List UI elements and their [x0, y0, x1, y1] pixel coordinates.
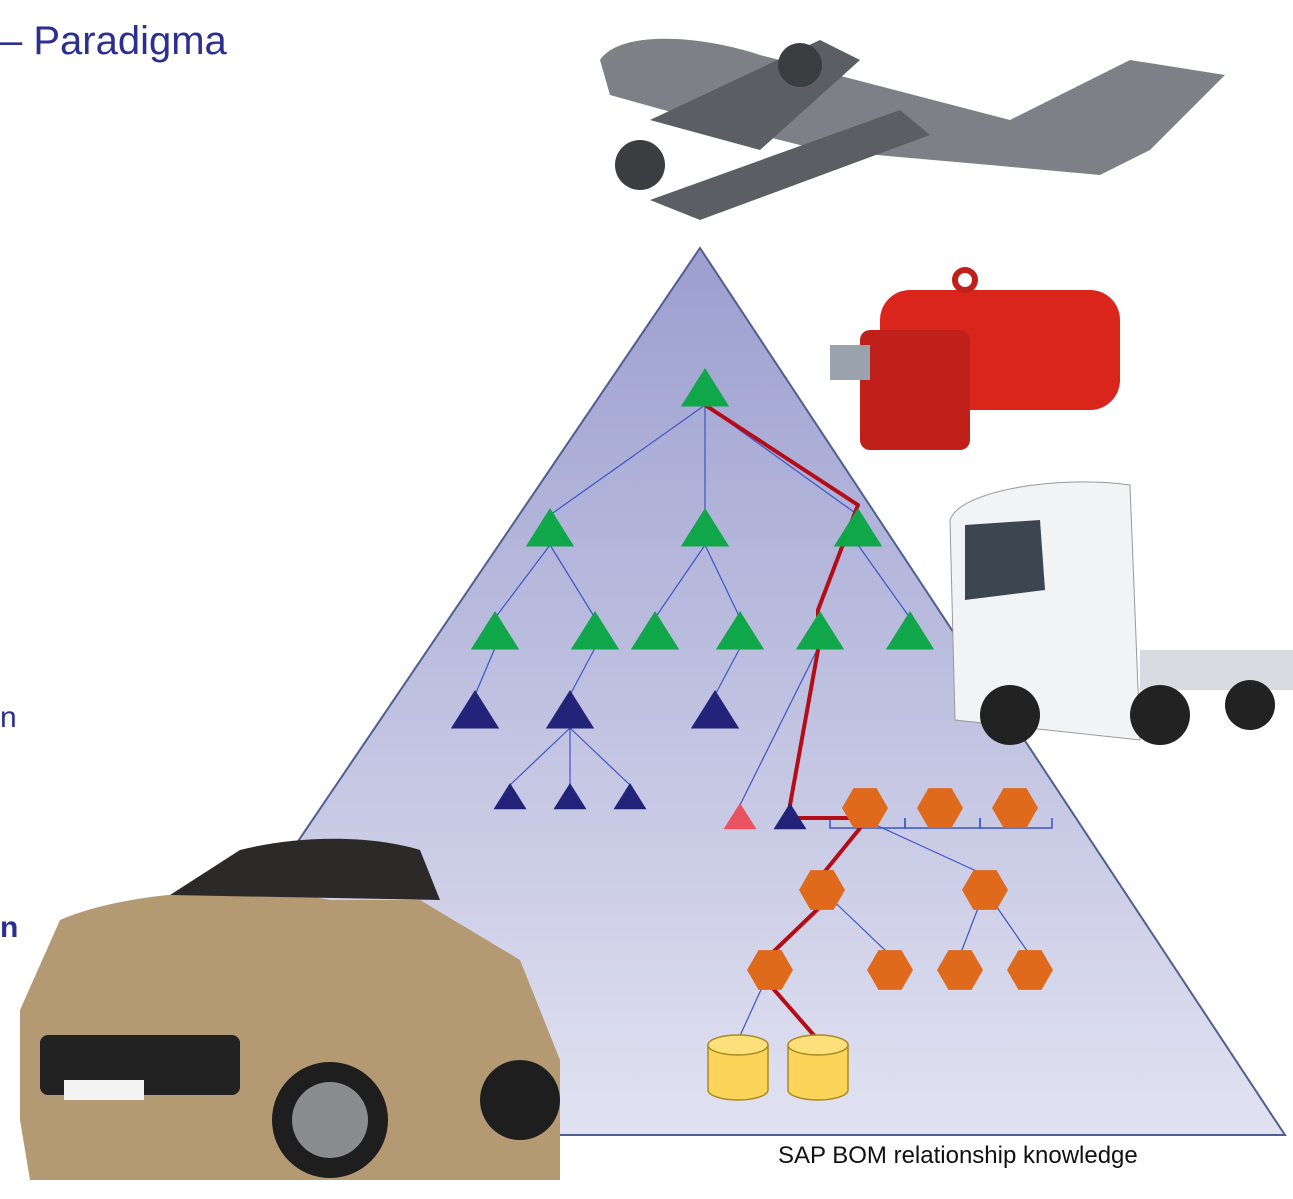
title: – Paradigma	[0, 19, 228, 63]
data-cylinder-top	[708, 1035, 768, 1055]
caption: SAP BOM relationship knowledge	[778, 1142, 1138, 1169]
airplane-photo	[600, 39, 1225, 220]
page: – Paradigma n n SAP BOM relationshi	[0, 0, 1293, 1199]
truck-photo	[950, 482, 1293, 745]
side-text: n	[0, 701, 17, 734]
side-text: n	[0, 911, 18, 944]
motor-photo	[830, 270, 1120, 450]
data-cylinder-top	[788, 1035, 848, 1055]
slide: – Paradigma n n SAP BOM relationshi	[0, 0, 1293, 1199]
